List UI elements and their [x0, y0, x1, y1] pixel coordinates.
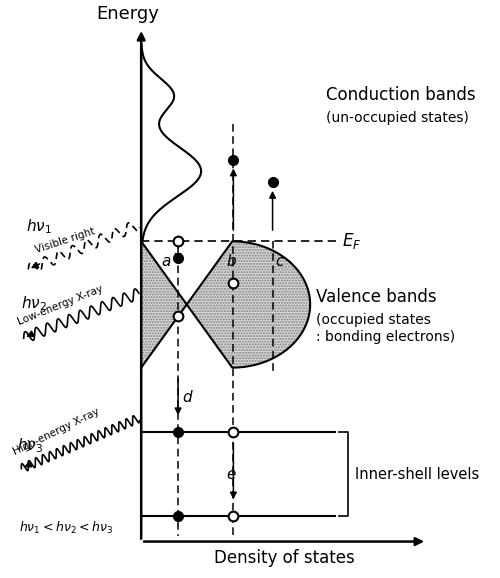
Text: Energy: Energy [96, 5, 159, 23]
Polygon shape [141, 242, 310, 368]
Text: Density of states: Density of states [214, 549, 354, 567]
Text: Inner-shell levels: Inner-shell levels [354, 466, 479, 481]
Text: : bonding electrons): : bonding electrons) [316, 329, 456, 344]
Text: Low-energy X-ray: Low-energy X-ray [16, 284, 104, 327]
Text: d: d [182, 390, 192, 405]
Text: Conduction bands: Conduction bands [326, 87, 475, 105]
Text: $h\nu_2$: $h\nu_2$ [22, 294, 47, 313]
Text: Visible right: Visible right [34, 227, 96, 255]
Text: c: c [276, 254, 284, 269]
Text: $h\nu_1 < h\nu_2 < h\nu_3$: $h\nu_1 < h\nu_2 < h\nu_3$ [19, 520, 113, 536]
Text: b: b [226, 254, 236, 269]
Text: a: a [162, 254, 171, 269]
Text: High-energy X-ray: High-energy X-ray [11, 407, 101, 457]
Text: $h\nu_3$: $h\nu_3$ [17, 436, 43, 454]
Text: (un-occupied states): (un-occupied states) [326, 111, 468, 125]
Text: e: e [226, 466, 236, 481]
Text: Valence bands: Valence bands [316, 288, 437, 306]
Text: (occupied states: (occupied states [316, 313, 431, 327]
Text: $E_F$: $E_F$ [342, 231, 361, 251]
Text: $h\nu_1$: $h\nu_1$ [26, 217, 52, 236]
